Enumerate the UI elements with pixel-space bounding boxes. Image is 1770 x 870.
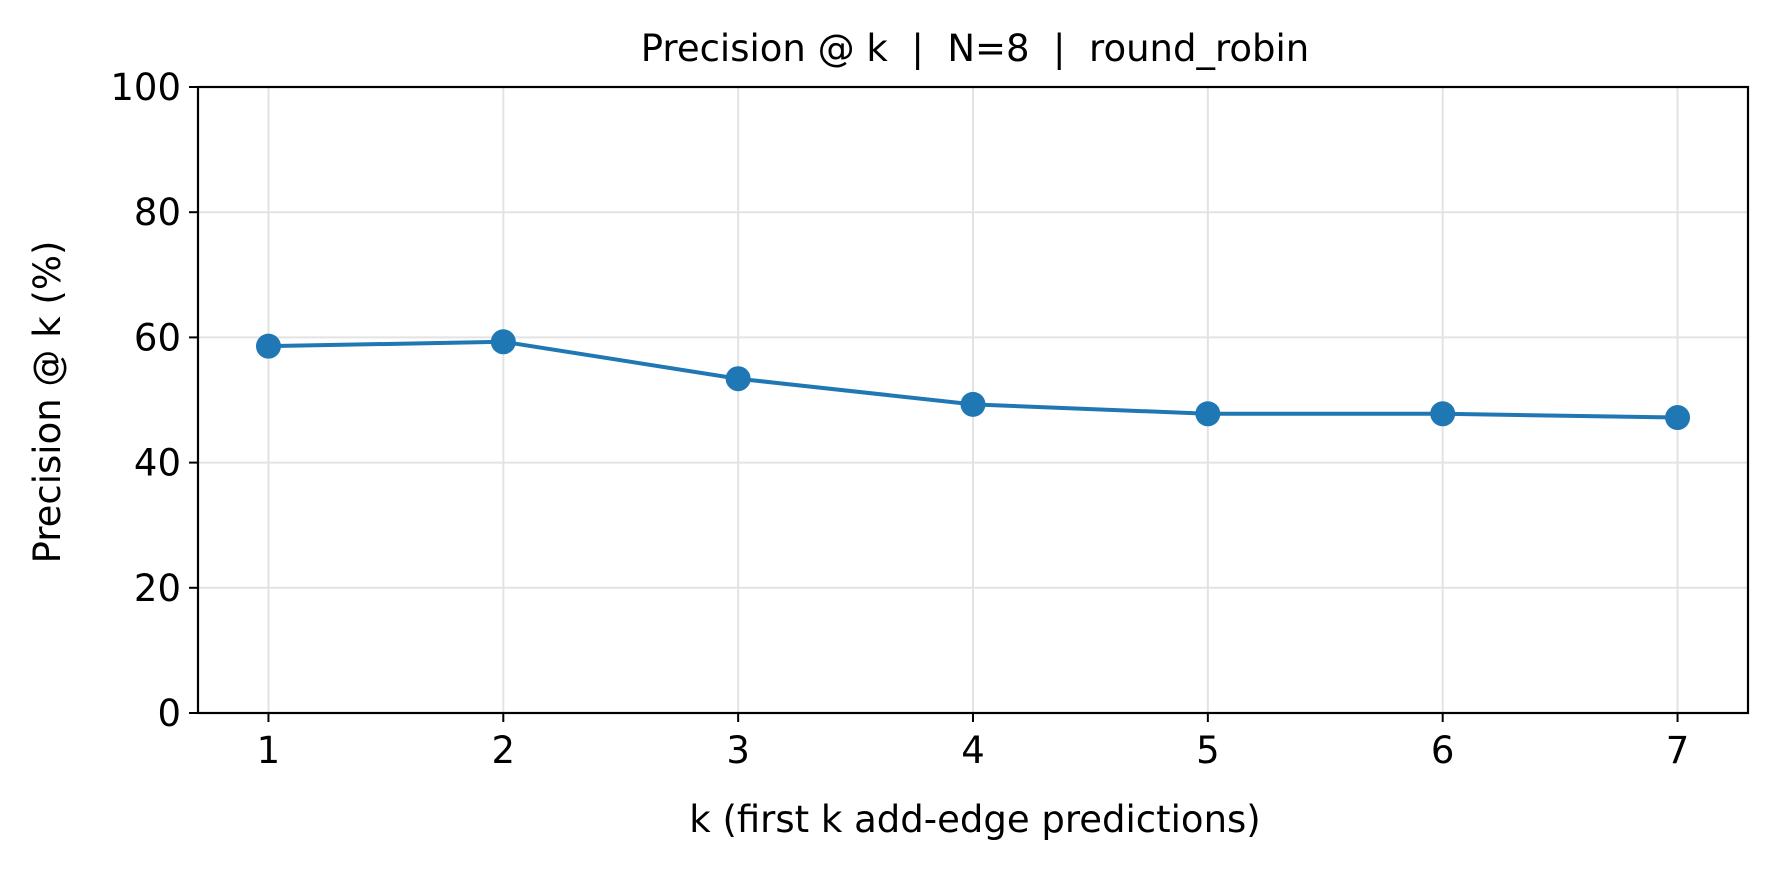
data-point bbox=[960, 391, 986, 417]
x-tick-label: 3 bbox=[726, 729, 750, 772]
data-point bbox=[1665, 405, 1691, 431]
y-tick-label: 40 bbox=[134, 442, 181, 485]
data-point bbox=[255, 333, 281, 359]
series-layer bbox=[255, 329, 1691, 431]
data-point bbox=[490, 329, 516, 355]
x-tick-label: 1 bbox=[257, 729, 281, 772]
tick-marks: 1 2 3 4 5 6 7 0 20 40 60 80 100 bbox=[110, 66, 1689, 772]
data-point bbox=[1195, 401, 1221, 427]
y-tick-label: 80 bbox=[134, 191, 181, 234]
x-tick-label: 7 bbox=[1666, 729, 1690, 772]
x-tick-label: 2 bbox=[492, 729, 516, 772]
x-tick-label: 4 bbox=[961, 729, 985, 772]
x-tick-label: 5 bbox=[1196, 729, 1220, 772]
y-tick-label: 0 bbox=[157, 692, 181, 735]
chart-title: Precision @ k | N=8 | round_robin bbox=[641, 27, 1309, 70]
data-point bbox=[1430, 401, 1456, 427]
x-tick-label: 6 bbox=[1431, 729, 1455, 772]
y-tick-label: 20 bbox=[134, 567, 181, 610]
y-tick-label: 100 bbox=[110, 66, 181, 109]
y-tick-label: 60 bbox=[134, 316, 181, 359]
x-axis-label: k (first k add-edge predictions) bbox=[689, 798, 1260, 841]
data-point bbox=[725, 366, 751, 392]
y-axis-label: Precision @ k (%) bbox=[26, 241, 69, 564]
